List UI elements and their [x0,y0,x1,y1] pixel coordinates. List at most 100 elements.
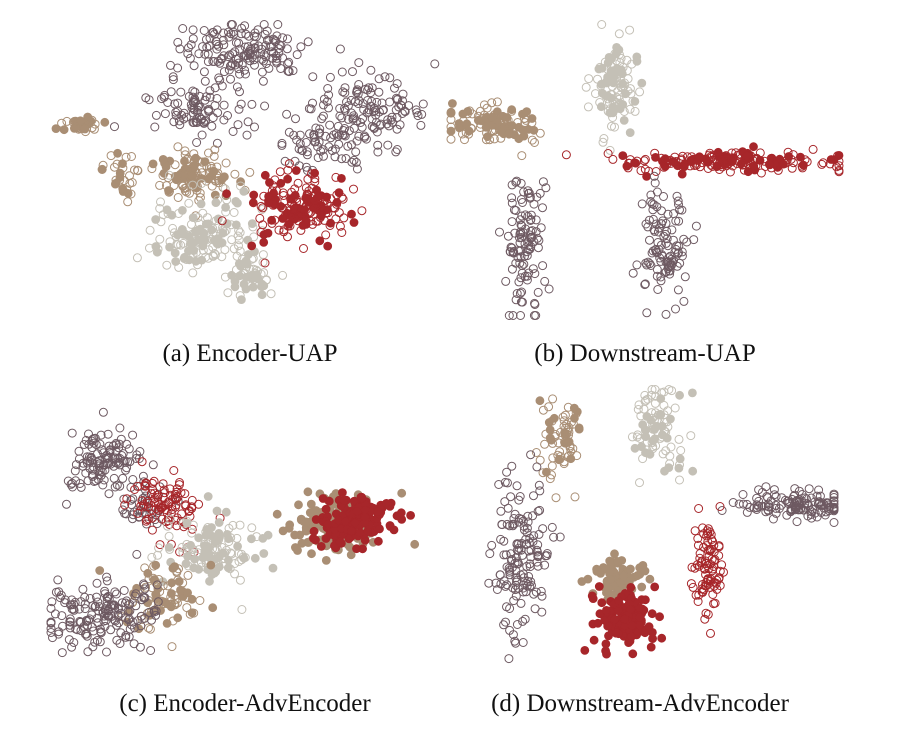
scatter-point [260,101,270,111]
scatter-point [516,311,525,320]
scatter-point [81,629,90,639]
scatter-point [50,609,60,619]
scatter-point [507,217,517,227]
scatter-point [657,633,667,643]
scatter-point [670,403,680,413]
scatter-point [283,232,292,242]
scatter-point [823,498,833,508]
scatter-point [46,618,56,627]
scatter-point [339,213,349,223]
scatter-point [509,514,519,523]
scatter-point [671,304,680,314]
scatter-point [222,189,232,199]
scatter-point [520,210,530,220]
scatter-point [671,216,681,226]
scatter-point [673,285,683,295]
scatter-point [155,234,165,244]
scatter-point [310,177,320,187]
scatter-point [188,108,198,118]
scatter-point [646,197,656,206]
scatter-point [613,596,623,606]
scatter-point [560,410,570,420]
scatter-point [704,579,713,589]
scatter-point [250,49,260,59]
scatter-point [93,597,103,607]
cluster-mauve-5 [46,549,163,658]
scatter-point [188,34,198,44]
scatter-point [135,447,145,456]
scatter-point [80,124,90,134]
scatter-point [547,470,556,480]
scatter-point [240,21,250,31]
scatter-point [662,234,672,244]
scatter-point [334,130,344,140]
scatter-point [171,107,181,117]
scatter-point [335,111,345,121]
scatter-point [196,199,206,209]
scatter-point [181,230,191,240]
scatter-point [479,100,489,110]
scatter-point [234,235,244,245]
scatter-point [363,96,372,105]
scatter-point [509,596,519,606]
scatter-point [354,58,364,68]
scatter-point [217,216,227,226]
scatter-point [99,448,108,458]
scatter-point [752,503,762,513]
scatter-point [228,127,238,136]
scatter-point [178,170,188,180]
scatter-point [87,443,97,453]
scatter-point [303,37,313,47]
scatter-point [669,209,679,219]
scatter-point [60,595,70,605]
scatter-point [695,152,704,162]
scatter-point [251,32,261,42]
scatter-point [336,173,346,183]
scatter-point [547,522,557,532]
scatter-point [208,251,218,261]
scatter-point [221,202,231,212]
scatter-point [515,258,525,268]
scatter-point [175,547,185,557]
scatter-point [188,230,198,240]
scatter-point [110,122,119,132]
scatter-point [194,564,204,574]
scatter-point [261,59,271,69]
scatter-point [144,574,154,584]
scatter-point [354,96,364,106]
scatter-point [308,98,317,108]
scatter-point [610,122,619,132]
cluster-mauve-2 [282,44,440,174]
scatter-point [173,106,183,116]
scatter-point [102,647,111,657]
scatter-point [145,225,155,235]
scatter-point [64,635,74,645]
scatter-point [226,74,235,84]
scatter-point [517,211,527,221]
scatter-point [58,621,68,631]
scatter-point [646,390,656,400]
scatter-point [463,109,472,119]
scatter-point [334,208,344,218]
scatter-point [313,142,323,152]
scatter-point [650,398,660,408]
scatter-point [330,152,340,162]
scatter-point [153,597,163,607]
scatter-point [243,42,253,52]
scatter-point [639,156,649,166]
scatter-point [208,57,218,66]
scatter-point [538,261,548,271]
scatter-point [554,455,564,465]
scatter-point [141,478,151,488]
scatter-point [650,178,660,188]
scatter-point [145,624,155,634]
scatter-point [208,603,218,613]
scatter-point [608,69,618,79]
scatter-point [310,168,320,178]
scatter-point [180,489,190,499]
scatter-point [707,554,717,564]
scatter-point [674,248,683,258]
scatter-point [184,91,194,101]
scatter-point [542,467,551,477]
scatter-point [124,614,134,624]
